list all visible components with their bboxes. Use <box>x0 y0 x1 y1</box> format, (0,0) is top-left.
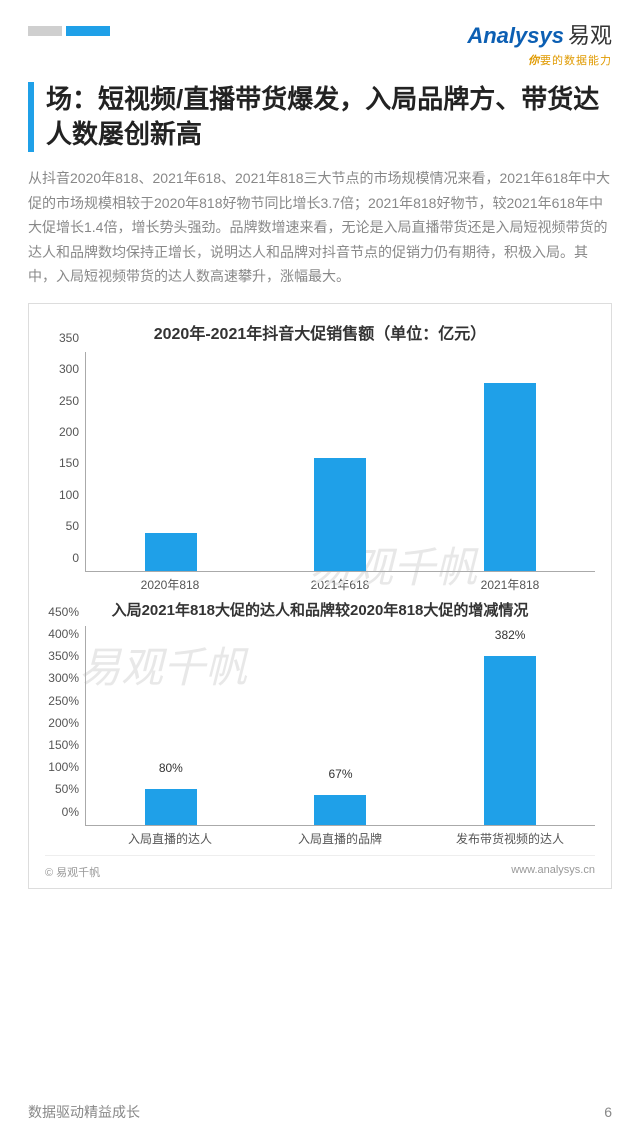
source-right: www.analysys.cn <box>511 864 595 880</box>
header: Analysys 易观 你要的数据能力 <box>28 18 612 68</box>
chart-bar <box>314 458 366 571</box>
chart2-area: 0%50%100%150%200%250%300%350%400%450% 80… <box>45 626 595 826</box>
chart1-plot <box>85 352 595 572</box>
chart-bar <box>145 533 197 571</box>
logo-cn: 易观 <box>568 23 612 48</box>
y-tick: 0 <box>72 551 79 565</box>
chart1-y-axis: 050100150200250300350 <box>45 352 85 572</box>
chart2-bars: 80% 67% 382% <box>86 626 595 825</box>
header-stripe <box>28 26 110 36</box>
bar-value-label: 382% <box>480 628 540 642</box>
page-title: 场：短视频/直播带货爆发，入局品牌方、带货达人数屡创新高 <box>46 82 612 152</box>
y-tick: 450% <box>48 605 79 619</box>
chart2-x-labels: 入局直播的达人入局直播的品牌发布带货视频的达人 <box>85 826 595 847</box>
chart1-bars <box>86 352 595 571</box>
body-text: 从抖音2020年818、2021年618、2021年818三大节点的市场规模情况… <box>28 166 612 289</box>
y-tick: 150 <box>59 456 79 470</box>
chart-bar <box>314 795 366 825</box>
chart2-plot: 80% 67% 382% <box>85 626 595 826</box>
chart-bar <box>484 383 536 571</box>
y-tick: 300% <box>48 671 79 685</box>
y-tick: 0% <box>62 805 79 819</box>
logo-sub: 你要的数据能力 <box>467 52 612 68</box>
title-row: 场：短视频/直播带货爆发，入局品牌方、带货达人数屡创新高 <box>28 82 612 152</box>
x-label: 2021年818 <box>425 572 595 593</box>
chart2-title: 入局2021年818大促的达人和品牌较2020年818大促的增减情况 <box>45 599 595 620</box>
y-tick: 200 <box>59 425 79 439</box>
y-tick: 100% <box>48 760 79 774</box>
logo-main: Analysys <box>467 23 564 48</box>
x-label: 入局直播的品牌 <box>255 826 425 847</box>
logo: Analysys 易观 你要的数据能力 <box>467 18 612 68</box>
footer: 数据驱动精益成长 6 <box>28 1102 612 1122</box>
footer-slogan: 数据驱动精益成长 <box>28 1102 140 1122</box>
x-label: 入局直播的达人 <box>85 826 255 847</box>
source-left: © 易观千帆 <box>45 864 100 880</box>
chart-bar <box>145 789 197 824</box>
title-accent-bar <box>28 82 34 152</box>
y-tick: 250% <box>48 694 79 708</box>
chart1-area: 050100150200250300350 <box>45 352 595 572</box>
y-tick: 100 <box>59 488 79 502</box>
bar-value-label: 80% <box>141 761 201 775</box>
y-tick: 300 <box>59 362 79 376</box>
source-row: © 易观千帆 www.analysys.cn <box>45 855 595 880</box>
y-tick: 250 <box>59 394 79 408</box>
y-tick: 150% <box>48 738 79 752</box>
chart-bar <box>484 656 536 825</box>
y-tick: 350% <box>48 649 79 663</box>
footer-page-number: 6 <box>604 1104 612 1120</box>
chart2-y-axis: 0%50%100%150%200%250%300%350%400%450% <box>45 626 85 826</box>
x-label: 发布带货视频的达人 <box>425 826 595 847</box>
stripe-gray <box>28 26 62 36</box>
chart1-title: 2020年-2021年抖音大促销售额（单位：亿元） <box>45 320 595 344</box>
x-label: 2021年618 <box>255 572 425 593</box>
page-container: Analysys 易观 你要的数据能力 场：短视频/直播带货爆发，入局品牌方、带… <box>0 0 640 1138</box>
chart1-x-labels: 2020年8182021年6182021年818 <box>85 572 595 593</box>
chart-box: 易观千帆 易观千帆 2020年-2021年抖音大促销售额（单位：亿元） 0501… <box>28 303 612 889</box>
x-label: 2020年818 <box>85 572 255 593</box>
stripe-blue <box>66 26 110 36</box>
bar-value-label: 67% <box>310 767 370 781</box>
y-tick: 200% <box>48 716 79 730</box>
y-tick: 400% <box>48 627 79 641</box>
y-tick: 350 <box>59 331 79 345</box>
y-tick: 50% <box>55 782 79 796</box>
y-tick: 50 <box>66 519 79 533</box>
